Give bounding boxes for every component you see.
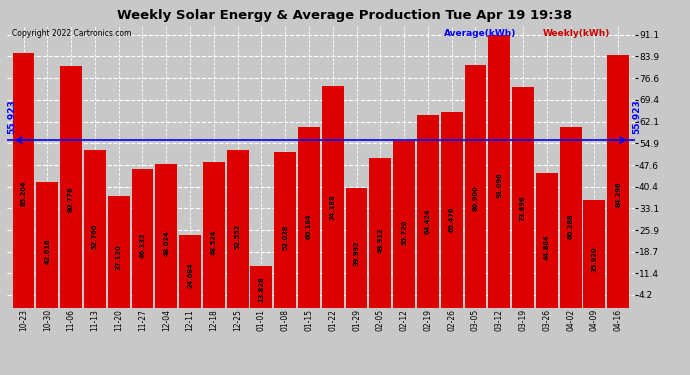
Text: 65.476: 65.476: [448, 207, 455, 232]
Text: Weekly(kWh): Weekly(kWh): [543, 29, 611, 38]
Bar: [84, 150, 106, 308]
Text: 55.923: 55.923: [7, 99, 16, 134]
Text: 42.016: 42.016: [44, 238, 50, 264]
Bar: [346, 188, 368, 308]
Bar: [441, 112, 462, 308]
Text: 80.776: 80.776: [68, 186, 74, 211]
Bar: [60, 66, 82, 308]
Bar: [464, 66, 486, 308]
Text: 52.552: 52.552: [235, 224, 241, 249]
Bar: [536, 173, 558, 308]
Bar: [12, 53, 34, 308]
Text: 55.923: 55.923: [633, 99, 642, 134]
Text: 44.864: 44.864: [544, 234, 550, 260]
Text: 64.424: 64.424: [425, 208, 431, 234]
Bar: [393, 141, 415, 308]
Text: 39.992: 39.992: [353, 241, 359, 267]
Text: 91.096: 91.096: [496, 172, 502, 198]
Bar: [203, 162, 225, 308]
Bar: [369, 158, 391, 308]
Bar: [298, 128, 320, 308]
Text: 48.024: 48.024: [164, 230, 169, 256]
Bar: [560, 127, 582, 308]
Text: 52.028: 52.028: [282, 225, 288, 250]
Bar: [607, 55, 629, 308]
Bar: [226, 150, 248, 308]
Text: 55.720: 55.720: [401, 220, 407, 245]
Bar: [584, 200, 605, 308]
Bar: [108, 196, 130, 308]
Text: 74.188: 74.188: [330, 195, 336, 220]
Text: 13.828: 13.828: [258, 276, 264, 302]
Bar: [179, 236, 201, 308]
Text: 60.288: 60.288: [568, 213, 573, 239]
Text: 48.524: 48.524: [211, 230, 217, 255]
Bar: [512, 87, 534, 308]
Text: 37.120: 37.120: [116, 245, 121, 270]
Text: 35.920: 35.920: [591, 246, 598, 272]
Text: 84.296: 84.296: [615, 181, 621, 207]
Text: 49.912: 49.912: [377, 228, 384, 253]
Bar: [37, 182, 58, 308]
Bar: [489, 35, 510, 308]
Text: 46.132: 46.132: [139, 232, 146, 258]
Text: Copyright 2022 Cartronics.com: Copyright 2022 Cartronics.com: [12, 29, 131, 38]
Text: 24.084: 24.084: [187, 262, 193, 288]
Text: 52.760: 52.760: [92, 224, 98, 249]
Text: Weekly Solar Energy & Average Production Tue Apr 19 19:38: Weekly Solar Energy & Average Production…: [117, 9, 573, 22]
Text: 73.696: 73.696: [520, 195, 526, 221]
Bar: [250, 266, 273, 308]
Bar: [322, 86, 344, 308]
Bar: [132, 170, 153, 308]
Text: 85.204: 85.204: [21, 180, 26, 206]
Bar: [274, 152, 296, 308]
Text: Average(kWh): Average(kWh): [444, 29, 516, 38]
Text: 80.900: 80.900: [473, 186, 478, 211]
Bar: [155, 164, 177, 308]
Bar: [417, 115, 439, 308]
Text: 60.184: 60.184: [306, 214, 312, 239]
